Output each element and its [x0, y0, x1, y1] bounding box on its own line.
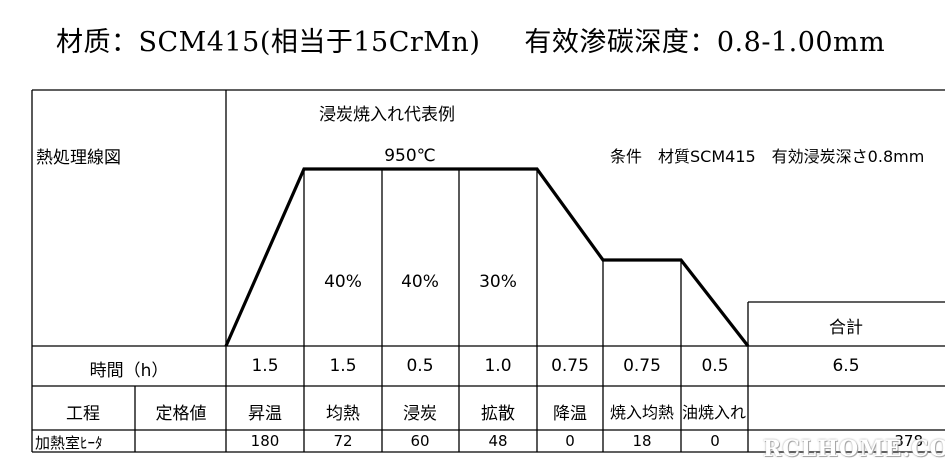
time-total: 6.5 [832, 356, 860, 376]
time-cooldown: 0.75 [551, 356, 589, 376]
time-soak: 1.5 [329, 356, 357, 376]
process-quench-soak: 焼入均熱 [609, 403, 675, 422]
time-label: 時間（h） [89, 361, 169, 381]
heater-soak: 72 [333, 432, 353, 450]
heater-heatup: 180 [250, 432, 280, 450]
time-oil-quench: 0.5 [701, 356, 729, 376]
heater-oil-quench: 0 [710, 432, 720, 450]
depth-text: 有效渗碳深度：0.8-1.00mm [524, 27, 886, 58]
material-text: 材质：SCM415(相当于15CrMn) [56, 27, 481, 58]
heat-curve [224, 167, 750, 347]
process-label: 工程 [66, 404, 100, 424]
time-diffuse: 1.0 [484, 356, 512, 376]
heater-cooldown: 0 [565, 432, 575, 450]
heater-quench-soak: 18 [632, 432, 652, 450]
process-heatup: 昇温 [248, 404, 282, 424]
time-quench-soak: 0.75 [623, 356, 661, 376]
time-carburize: 0.5 [406, 356, 434, 376]
temperature-label: 950℃ [384, 146, 436, 166]
total-label: 合計 [829, 318, 863, 338]
process-diffuse: 拡散 [481, 404, 515, 424]
process-oil-quench: 油焼入れ [681, 403, 747, 422]
percent-diffuse: 30% [479, 272, 517, 292]
row-label-diagram: 熱処理線図 [36, 148, 121, 168]
process-cooldown: 降温 [553, 404, 587, 424]
heater-label: 加熱室ﾋｰﾀ [35, 434, 103, 452]
process-soak: 均熱 [326, 404, 360, 424]
watermark: RCLHOME.COM [763, 436, 945, 462]
heater-carburize: 60 [410, 432, 430, 450]
condition-text: 条件 材質SCM415 有効浸炭深さ0.8mm [610, 147, 925, 166]
process-carburize: 浸炭 [403, 404, 437, 424]
chart-title: 浸炭焼入れ代表例 [319, 105, 455, 125]
rated-label: 定格値 [155, 404, 207, 424]
heater-diffuse: 48 [488, 432, 508, 450]
heater-total: 378 [894, 432, 923, 450]
time-heatup: 1.5 [251, 356, 279, 376]
percent-soak: 40% [324, 272, 362, 292]
page-title: 材质：SCM415(相当于15CrMn) 有效渗碳深度：0.8-1.00mm [56, 20, 885, 59]
percent-carburize: 40% [401, 272, 439, 292]
